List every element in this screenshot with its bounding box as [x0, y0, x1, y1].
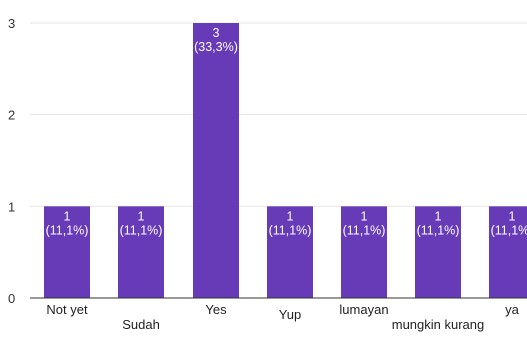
bar — [341, 206, 387, 298]
x-tick-label: ya — [505, 302, 520, 317]
bar — [193, 23, 239, 298]
x-axis-ticks: Not yet Sudah Yes Yup lumayan mungkin kurang y… — [46, 302, 519, 332]
x-tick-label: Yes — [205, 302, 227, 317]
data-label: (11,1%) — [269, 223, 312, 237]
bar — [489, 206, 527, 298]
data-label: 3 — [213, 26, 220, 40]
x-tick-label: Not yet — [46, 302, 88, 317]
data-label: (11,1%) — [491, 223, 527, 237]
y-axis-ticks: 0 1 2 3 — [8, 16, 15, 306]
x-tick-label: Sudah — [122, 317, 160, 332]
data-label: 1 — [361, 209, 368, 223]
data-label: 1 — [435, 209, 442, 223]
data-label: (11,1%) — [417, 223, 460, 237]
data-label: (11,1%) — [120, 223, 163, 237]
x-tick-label: lumayan — [339, 302, 388, 317]
data-label: (11,1%) — [46, 223, 89, 237]
bar — [118, 206, 164, 298]
bars — [44, 23, 527, 298]
x-tick-label: mungkin kurang — [392, 317, 485, 332]
data-labels: 1(11,1%)1(11,1%)3(33,3%)1(11,1%)1(11,1%)… — [46, 26, 527, 237]
y-tick-label: 0 — [8, 291, 15, 306]
data-label: (33,3%) — [194, 40, 238, 54]
y-tick-label: 1 — [8, 199, 15, 214]
data-label: (11,1%) — [343, 223, 386, 237]
data-label: 1 — [509, 209, 516, 223]
bar — [44, 206, 90, 298]
y-tick-label: 2 — [8, 108, 15, 123]
data-label: 1 — [138, 209, 145, 223]
bar — [415, 206, 461, 298]
data-label: 1 — [64, 209, 71, 223]
gridlines — [30, 22, 527, 207]
y-tick-label: 3 — [8, 16, 15, 31]
data-label: 1 — [287, 209, 294, 223]
bar — [267, 206, 313, 298]
x-tick-label: Yup — [279, 307, 301, 322]
